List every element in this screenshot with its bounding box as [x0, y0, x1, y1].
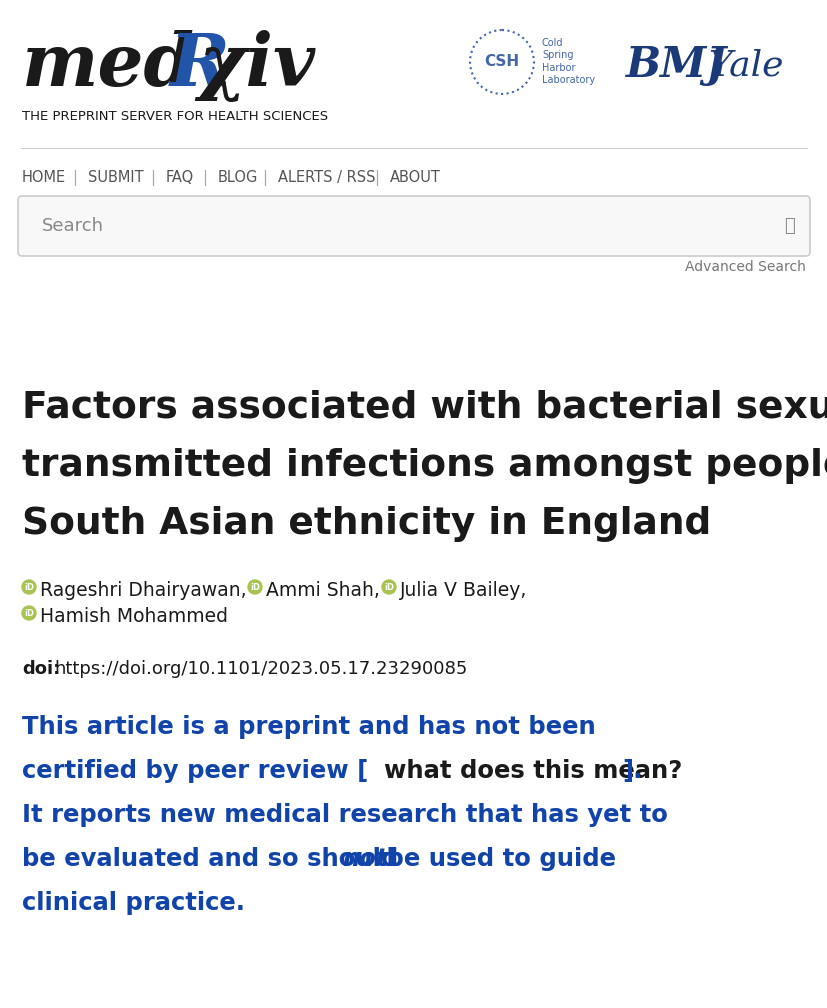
Circle shape: [22, 580, 36, 594]
Text: |: |: [150, 170, 155, 186]
Text: |: |: [202, 170, 207, 186]
Text: SUBMIT: SUBMIT: [88, 170, 143, 185]
Text: |: |: [261, 170, 266, 186]
Text: R: R: [170, 30, 230, 101]
Circle shape: [22, 606, 36, 620]
Text: Julia V Bailey,: Julia V Bailey,: [399, 581, 527, 600]
Circle shape: [248, 580, 261, 594]
Text: med: med: [22, 30, 195, 101]
Text: It reports new medical research that has yet to: It reports new medical research that has…: [22, 803, 667, 827]
Text: χiv: χiv: [198, 30, 314, 102]
FancyBboxPatch shape: [18, 196, 809, 256]
Text: This article is a preprint and has not been: This article is a preprint and has not b…: [22, 715, 595, 739]
Text: Hamish Mohammed: Hamish Mohammed: [40, 607, 227, 626]
Text: Search: Search: [42, 217, 104, 235]
Text: clinical practice.: clinical practice.: [22, 891, 245, 915]
Text: iD: iD: [24, 583, 34, 592]
Text: South Asian ethnicity in England: South Asian ethnicity in England: [22, 506, 710, 542]
Text: HOME: HOME: [22, 170, 66, 185]
Text: ].: ].: [621, 759, 642, 783]
Text: Factors associated with bacterial sexually: Factors associated with bacterial sexual…: [22, 390, 827, 426]
Text: BMJ: BMJ: [625, 44, 726, 86]
Circle shape: [381, 580, 395, 594]
Text: be used to guide: be used to guide: [378, 847, 615, 871]
Text: 🔍: 🔍: [784, 217, 795, 235]
Text: https://doi.org/10.1101/2023.05.17.23290085: https://doi.org/10.1101/2023.05.17.23290…: [54, 660, 466, 678]
Text: Ammi Shah,: Ammi Shah,: [265, 581, 380, 600]
Text: not: not: [342, 847, 387, 871]
Text: Yale: Yale: [707, 48, 782, 82]
Text: transmitted infections amongst people of: transmitted infections amongst people of: [22, 448, 827, 484]
Text: iD: iD: [250, 583, 260, 592]
Text: FAQ: FAQ: [165, 170, 194, 185]
Text: THE PREPRINT SERVER FOR HEALTH SCIENCES: THE PREPRINT SERVER FOR HEALTH SCIENCES: [22, 110, 327, 123]
Text: ABOUT: ABOUT: [390, 170, 440, 185]
Text: be evaluated and so should: be evaluated and so should: [22, 847, 406, 871]
Text: doi:: doi:: [22, 660, 60, 678]
Text: iD: iD: [24, 609, 34, 618]
Text: Advanced Search: Advanced Search: [684, 260, 805, 274]
Text: what does this mean?: what does this mean?: [384, 759, 681, 783]
Text: ALERTS / RSS: ALERTS / RSS: [278, 170, 375, 185]
Text: CSH: CSH: [484, 54, 519, 70]
Text: Rageshri Dhairyawan,: Rageshri Dhairyawan,: [40, 581, 246, 600]
Text: |: |: [72, 170, 77, 186]
Text: Cold
Spring
Harbor
Laboratory: Cold Spring Harbor Laboratory: [542, 38, 595, 86]
Text: certified by peer review [: certified by peer review [: [22, 759, 368, 783]
Text: iD: iD: [384, 583, 394, 592]
Text: |: |: [374, 170, 379, 186]
Text: BLOG: BLOG: [218, 170, 258, 185]
